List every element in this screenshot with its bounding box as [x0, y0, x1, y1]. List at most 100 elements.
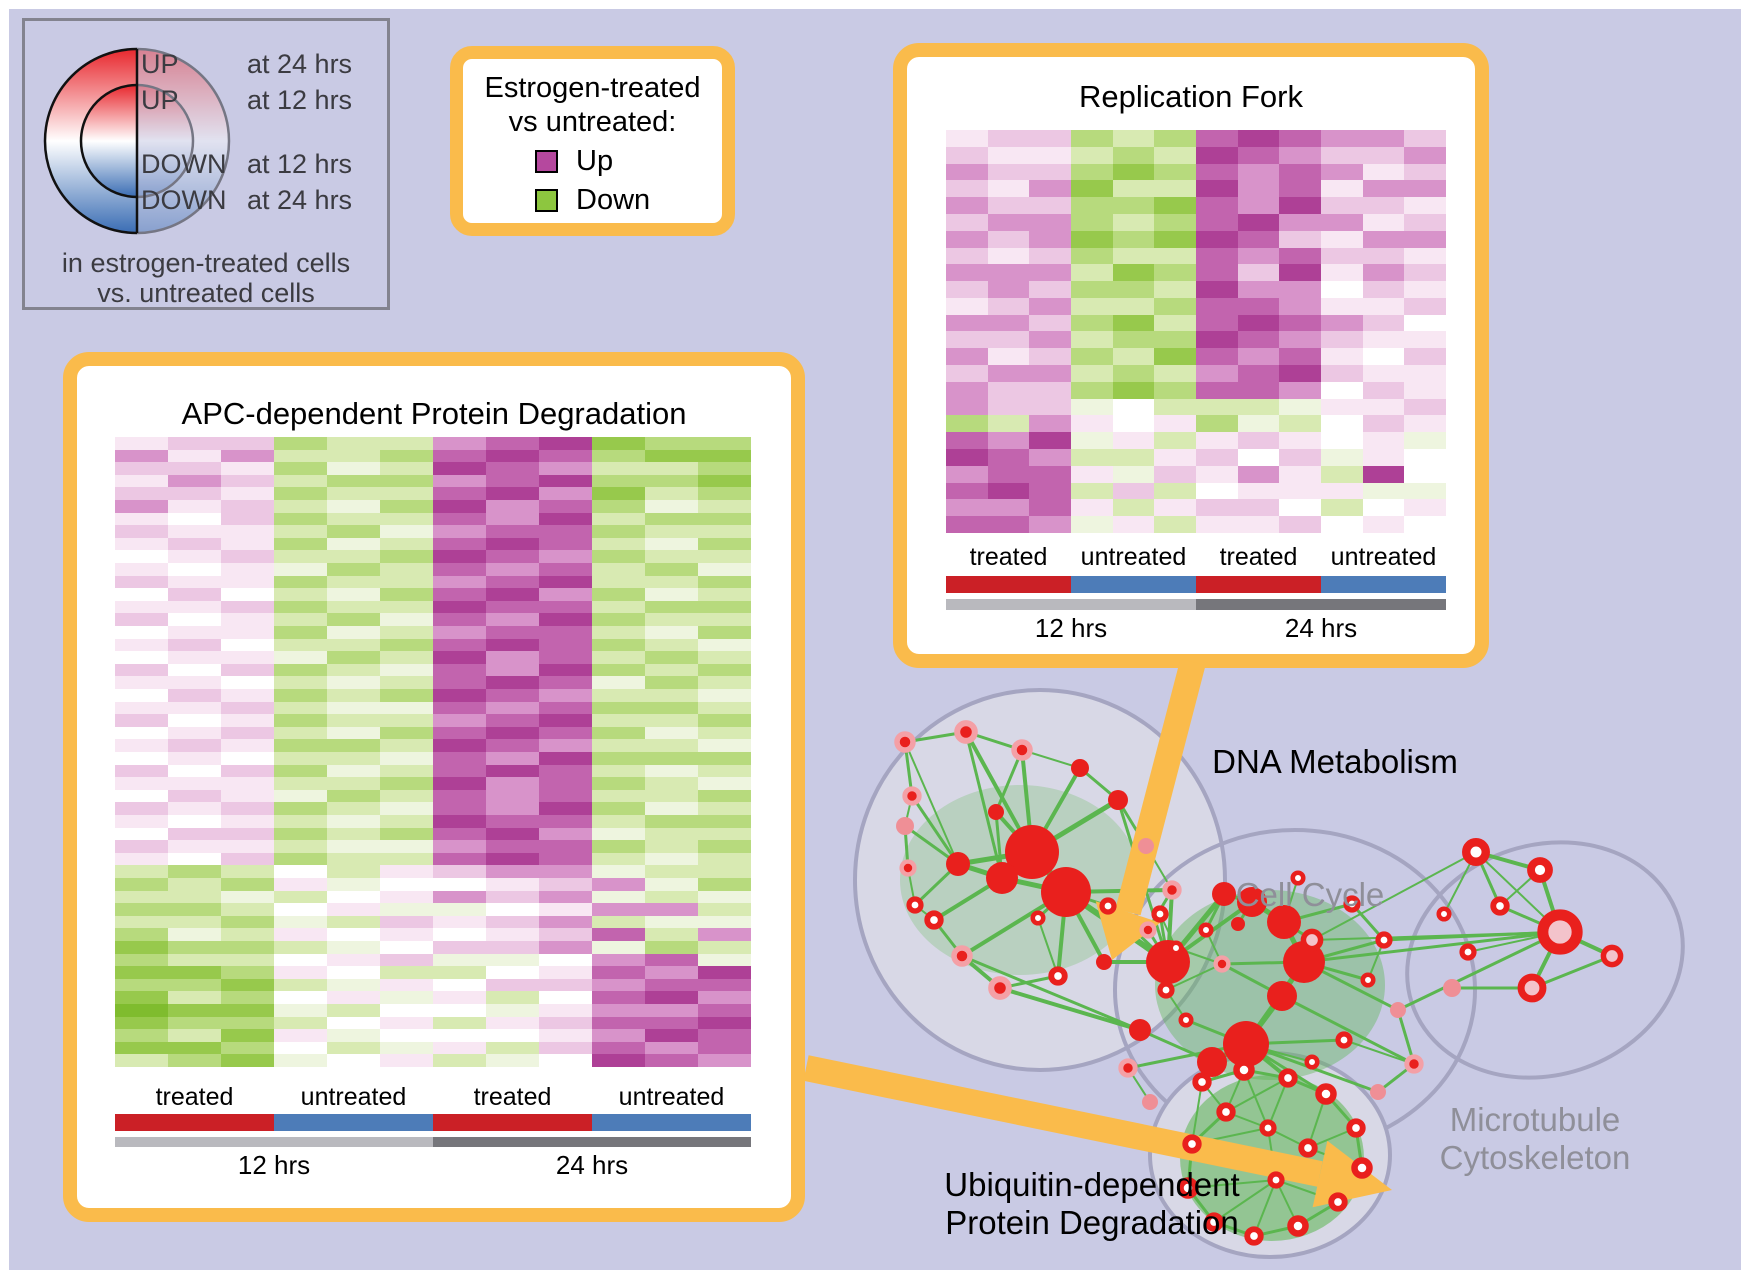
- bar-segment: [433, 1114, 592, 1131]
- gene-node-solid: [1071, 759, 1089, 777]
- gene-node-ring: [1198, 922, 1214, 938]
- gene-node-solid: [1005, 825, 1059, 879]
- time-label: 24 hrs: [555, 1150, 629, 1180]
- edge-density-patch: [1155, 890, 1385, 1080]
- rf-condition-bar: [946, 576, 1446, 593]
- legend-item: Down: [535, 184, 722, 217]
- gene-node-solid: [986, 862, 1018, 894]
- bar-segment: [1321, 576, 1446, 593]
- annotation-arrow-shaft: [803, 1055, 1323, 1187]
- network-edge: [1343, 1039, 1415, 1065]
- network-edge: [1213, 1179, 1277, 1223]
- gene-node-ring: [1099, 897, 1117, 915]
- bar-segment: [115, 1114, 274, 1131]
- apc-condition-bar: [115, 1114, 751, 1131]
- time-label: 24 hrs: [1284, 613, 1358, 643]
- gene-node-rose: [1600, 944, 1624, 968]
- gene-node-ring: [1267, 1171, 1285, 1189]
- gene-node-ring: [1178, 1012, 1194, 1028]
- gene-node-ring: [1204, 1212, 1224, 1232]
- gene-node-halo: [951, 945, 973, 967]
- gene-node-halo: [1162, 880, 1182, 900]
- gene-node-halo: [1118, 1058, 1138, 1078]
- gene-node-solid: [1197, 1047, 1227, 1077]
- rf-time-bar: [946, 599, 1446, 610]
- gene-node-rose: [1517, 973, 1547, 1003]
- gene-node-ring: [1315, 1083, 1337, 1105]
- gene-node-ring: [1151, 905, 1169, 923]
- gene-node-pink: [1390, 1002, 1406, 1018]
- updown-circle-legend: UP at 24 hrs UP at 12 hrs DOWN at 12 hrs DOWN a…: [22, 18, 390, 310]
- legend-title-line2: vs untreated:: [508, 106, 677, 138]
- legend-items: Up Down: [463, 145, 722, 217]
- gene-node-solid: [1267, 981, 1297, 1011]
- gene-node-halo: [1404, 1054, 1424, 1074]
- time-label: 12 hrs: [237, 1150, 311, 1180]
- bar-segment: [274, 1114, 433, 1131]
- gene-node-pink: [1138, 838, 1154, 854]
- circle-direction-label: UP: [141, 85, 179, 115]
- gene-node-ring: [1490, 896, 1510, 916]
- network-edge: [910, 795, 960, 865]
- annotation-arrow-head: [1312, 1140, 1392, 1208]
- gene-node-solid: [988, 804, 1004, 820]
- bar-segment: [1071, 576, 1196, 593]
- gene-node-ring: [1177, 1177, 1199, 1199]
- apc-time-bar: [115, 1137, 751, 1147]
- estrogen-updown-legend: Estrogen-treated vs untreated: Up Down: [450, 46, 735, 236]
- circle-legend-footer-2: vs. untreated cells: [97, 278, 315, 307]
- circle-time-label: at 24 hrs: [247, 185, 352, 215]
- gene-node-ring: [1343, 895, 1361, 913]
- gene-node-solid: [1212, 882, 1236, 906]
- bar-segment: [946, 599, 1196, 610]
- gene-node-ring: [1168, 940, 1184, 956]
- gene-node-ring: [1351, 1157, 1373, 1179]
- down-color-swatch: [535, 189, 558, 212]
- gene-node-ring: [1459, 943, 1477, 961]
- gene-node-solid: [1283, 941, 1325, 983]
- gene-node-ring: [906, 896, 924, 914]
- rf-time-labels: 12 hrs 24 hrs: [946, 613, 1446, 644]
- circle-direction-label: DOWN: [141, 185, 226, 215]
- gene-node-ring: [1298, 1138, 1318, 1158]
- up-color-swatch: [535, 150, 558, 173]
- gene-node-halo: [1011, 739, 1033, 761]
- annotation-arrow-shaft: [1115, 658, 1206, 916]
- replication-fork-heatmap: [946, 130, 1446, 533]
- gene-node-ring: [1360, 972, 1376, 988]
- gene-node-ring: [1216, 1102, 1236, 1122]
- network-edge: [1191, 1081, 1203, 1145]
- gene-node-solid: [1223, 1021, 1269, 1067]
- circle-legend-footer-1: in estrogen-treated cells: [62, 248, 350, 278]
- network-edge: [1281, 994, 1415, 1066]
- network-edge: [1037, 917, 1059, 977]
- gene-node-solid: [946, 852, 970, 876]
- gene-node-pink: [1370, 1084, 1386, 1100]
- gene-node-ring: [1244, 1226, 1264, 1246]
- gene-node-halo: [1213, 955, 1231, 973]
- gene-node-halo: [954, 720, 978, 744]
- gene-node-ring: [1304, 1054, 1320, 1070]
- gene-node-ring: [1375, 931, 1393, 949]
- network-edge: [1187, 1179, 1277, 1189]
- gene-node-ring: [1278, 1068, 1298, 1088]
- bar-segment: [433, 1137, 751, 1147]
- gene-node-ring: [1328, 1192, 1348, 1212]
- gene-node-ring: [1290, 870, 1306, 886]
- circle-time-label: at 12 hrs: [247, 149, 352, 179]
- gene-node-solid: [1231, 917, 1245, 931]
- gene-node-solid: [1267, 905, 1301, 939]
- gene-node-ring: [1462, 838, 1490, 866]
- gene-node-pink: [1443, 979, 1461, 997]
- network-edge: [994, 749, 1024, 813]
- cluster-label: Protein Degradation: [945, 1204, 1239, 1241]
- gene-node-ring: [1346, 1118, 1366, 1138]
- legend-title-line1: Estrogen-treated: [484, 72, 701, 104]
- network-edge: [1303, 930, 1561, 964]
- network-edge: [964, 731, 1004, 879]
- gene-node-solid: [1041, 867, 1091, 917]
- cluster-label: DNA Metabolism: [1212, 743, 1458, 780]
- network-edge: [1165, 963, 1223, 991]
